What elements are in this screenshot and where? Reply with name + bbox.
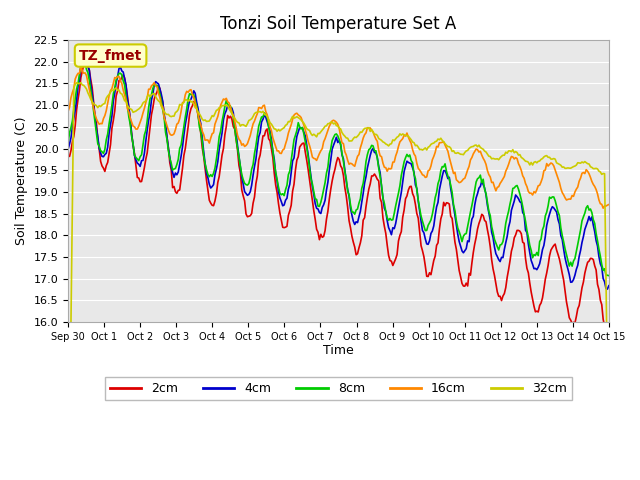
4cm [84, 62, 92, 68]
Line: 32cm: 32cm [68, 83, 609, 480]
16cm [64, 108, 72, 114]
4cm [604, 286, 611, 292]
32cm [77, 80, 84, 85]
4cm [344, 187, 351, 192]
8cm [64, 139, 72, 145]
Line: 8cm: 8cm [68, 61, 609, 276]
16cm [605, 202, 612, 207]
2cm [604, 335, 611, 341]
2cm [64, 153, 72, 159]
8cm [80, 58, 88, 64]
32cm [344, 135, 351, 141]
32cm [84, 90, 92, 96]
8cm [605, 273, 612, 278]
16cm [344, 157, 351, 163]
32cm [101, 100, 109, 106]
4cm [602, 286, 610, 291]
2cm [344, 204, 351, 210]
Line: 4cm: 4cm [68, 58, 609, 289]
8cm [101, 146, 109, 152]
8cm [602, 272, 610, 278]
4cm [451, 212, 459, 218]
16cm [77, 63, 84, 69]
Legend: 2cm, 4cm, 8cm, 16cm, 32cm: 2cm, 4cm, 8cm, 16cm, 32cm [105, 377, 572, 400]
2cm [101, 168, 109, 174]
32cm [451, 150, 459, 156]
8cm [532, 252, 540, 258]
4cm [101, 152, 109, 157]
Text: TZ_fmet: TZ_fmet [79, 48, 142, 62]
2cm [451, 240, 459, 245]
16cm [84, 80, 92, 85]
16cm [451, 169, 459, 175]
Y-axis label: Soil Temperature (C): Soil Temperature (C) [15, 117, 28, 245]
16cm [101, 113, 109, 119]
2cm [602, 328, 610, 334]
2cm [532, 309, 540, 315]
2cm [81, 57, 89, 63]
32cm [532, 159, 540, 165]
Line: 2cm: 2cm [68, 60, 609, 338]
4cm [64, 146, 72, 152]
8cm [344, 188, 351, 194]
4cm [83, 55, 90, 61]
Title: Tonzi Soil Temperature Set A: Tonzi Soil Temperature Set A [220, 15, 456, 33]
16cm [599, 205, 607, 211]
4cm [605, 283, 612, 288]
8cm [451, 208, 459, 214]
16cm [604, 202, 611, 208]
X-axis label: Time: Time [323, 345, 354, 358]
2cm [605, 333, 612, 339]
Line: 16cm: 16cm [68, 66, 609, 208]
4cm [532, 265, 540, 271]
32cm [602, 276, 610, 282]
2cm [84, 64, 92, 70]
8cm [84, 70, 92, 75]
16cm [532, 190, 540, 196]
